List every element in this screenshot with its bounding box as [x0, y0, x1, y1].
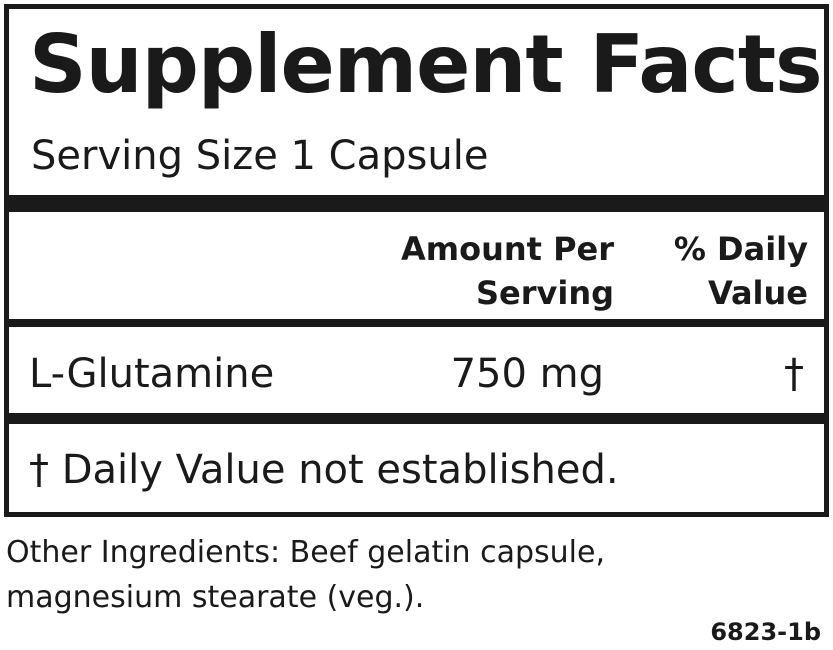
thick-divider — [9, 195, 824, 212]
amount-per-serving-header: Amount Per Serving — [401, 227, 614, 315]
panel-title: Supplement Facts — [29, 18, 823, 111]
divider — [9, 319, 824, 327]
ingredient-name: L-Glutamine — [29, 351, 275, 397]
header-line: % Daily — [673, 230, 808, 268]
header-line: Amount Per — [400, 230, 614, 268]
product-code: 6823-1b — [710, 618, 821, 646]
daily-value-header: % Daily Value — [674, 227, 808, 315]
ingredient-dv: † — [784, 351, 804, 397]
ingredient-amount: 750 mg — [450, 351, 604, 397]
footnote: † Daily Value not established. — [29, 447, 619, 493]
divider — [9, 413, 824, 424]
serving-size: Serving Size 1 Capsule — [31, 133, 489, 179]
header-line: Value — [707, 274, 808, 312]
supplement-facts-panel: Supplement Facts Serving Size 1 Capsule … — [4, 4, 829, 517]
header-line: Serving — [475, 274, 614, 312]
other-ingredients-line2: magnesium stearate (veg.). — [6, 580, 425, 615]
other-ingredients-line1: Other Ingredients: Beef gelatin capsule, — [6, 535, 605, 570]
